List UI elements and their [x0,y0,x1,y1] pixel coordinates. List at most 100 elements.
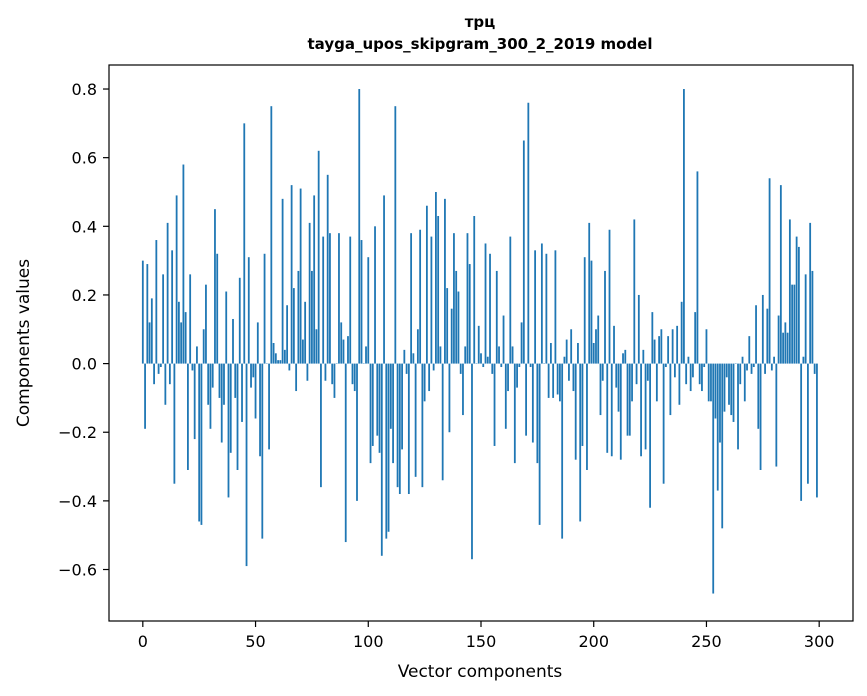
bar [592,343,595,364]
bar [606,363,609,453]
bar [477,325,480,364]
bar [459,363,462,374]
bar [270,106,273,364]
bar [637,294,640,364]
x-tick-label: 50 [245,632,265,651]
bar [464,346,467,364]
bar [398,363,401,495]
bar [214,209,216,364]
bar [773,356,775,364]
bar [340,322,343,364]
bar [220,363,223,443]
bar [369,363,372,464]
bar [617,363,620,412]
bar [180,322,183,364]
bar [241,363,243,422]
bar [586,363,588,470]
bar [358,89,361,364]
bar [446,288,449,364]
bar [342,339,345,364]
bar [531,363,534,443]
bar [283,349,286,364]
x-axis-ticks: 0 50 100 150 200 250 300 [138,621,834,651]
bar [728,363,730,405]
bar [642,349,645,364]
chart-title: трц [465,13,496,31]
bar [155,240,158,364]
bar [791,284,794,364]
bar [392,363,394,464]
bar [676,325,679,364]
bar [279,360,282,364]
bar [306,363,309,381]
y-axis-label: Components values [14,259,34,427]
bar [274,353,277,364]
bar [173,363,176,484]
bar [608,229,611,364]
bar [462,363,464,416]
bar [486,356,489,364]
bar [491,363,494,374]
bar [153,363,155,385]
bar [597,315,600,364]
bar [701,363,703,392]
bar [534,250,537,364]
bar [590,260,593,364]
bar [259,363,261,457]
bar [622,353,624,364]
y-tick-label: 0.2 [72,286,97,305]
bar [572,363,575,392]
bar [793,284,796,364]
bar [247,257,250,364]
bar [317,150,320,364]
bar [561,363,564,539]
bar [525,363,527,436]
bar [396,363,399,488]
bar [141,260,144,364]
x-tick-label: 0 [138,632,148,651]
bar [196,346,198,364]
bar [563,356,566,364]
bar [581,363,584,446]
bar [698,363,701,385]
bar [714,363,717,419]
bar [779,185,782,364]
bar [378,363,381,453]
bar [471,363,473,560]
bar [329,233,331,364]
bar [529,363,532,368]
bar [723,363,726,412]
bar [802,356,805,364]
bar [347,336,349,364]
bar [162,274,165,364]
bar [320,363,322,488]
bar [750,363,753,374]
bar [730,363,733,416]
bar [353,363,356,392]
bar [297,270,300,364]
x-tick-label: 150 [466,632,497,651]
bar [788,219,791,364]
bar [712,363,715,594]
bar [261,363,264,539]
bar [326,174,329,364]
bar [664,363,667,368]
bar [556,363,559,395]
bar [184,312,187,364]
bar [292,288,295,364]
bar [385,363,388,539]
bar [613,325,615,364]
bar [405,363,408,374]
bar [498,346,500,364]
bar [813,363,816,374]
bar [719,363,721,443]
bar [324,363,327,381]
bar [223,363,225,405]
bar [187,363,189,470]
bar [168,363,171,385]
bar [450,308,453,364]
bar [245,363,248,567]
bar [416,329,419,364]
bar [604,270,606,364]
